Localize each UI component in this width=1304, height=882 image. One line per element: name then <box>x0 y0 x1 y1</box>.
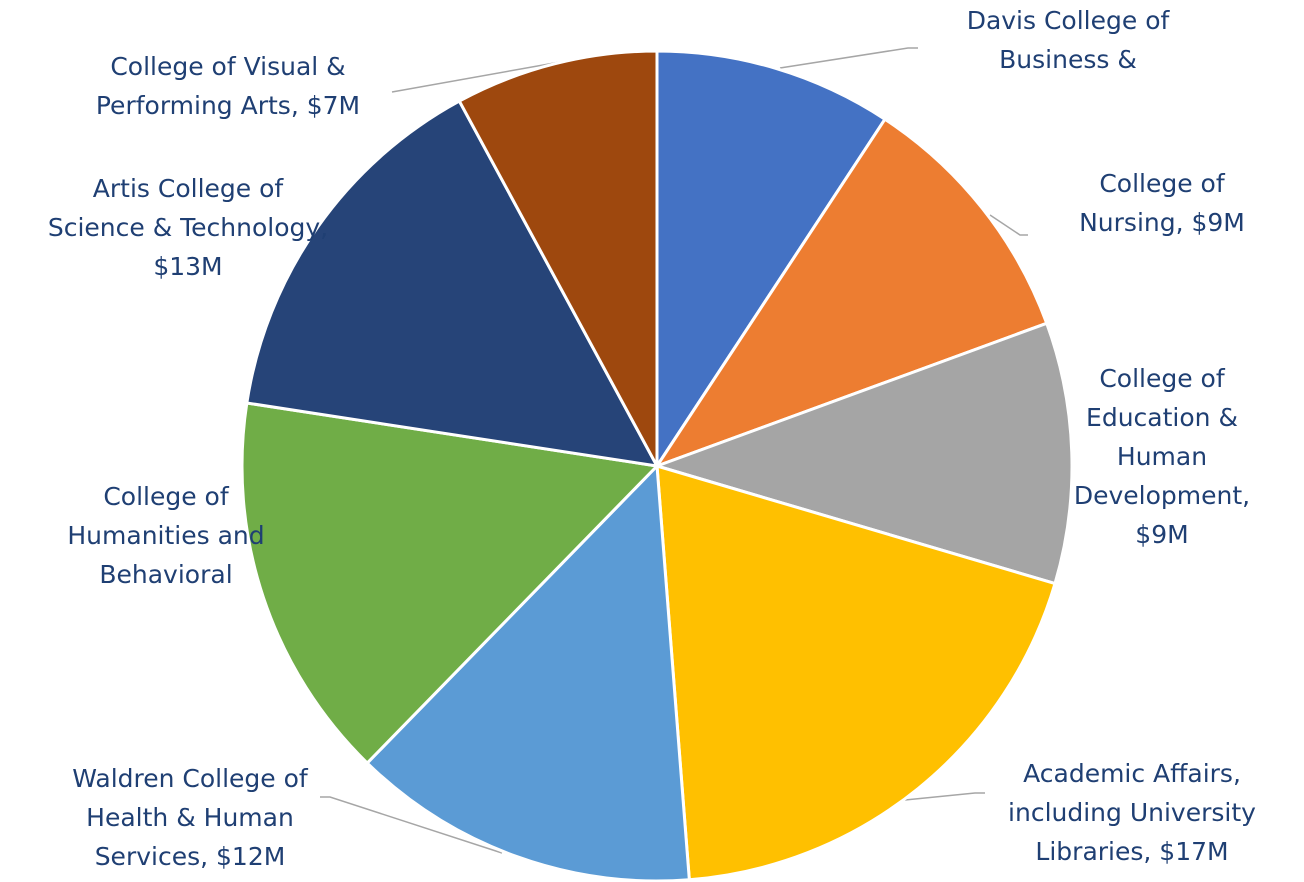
data-label-line: College of <box>1099 364 1226 393</box>
data-label-line: Performing Arts, $7M <box>96 91 360 120</box>
data-label-line: Science & Technology, <box>48 213 328 242</box>
data-label: Davis College of Business & <box>967 6 1171 74</box>
pie-slice <box>652 321 1074 586</box>
data-label: College of Education & Human Development, $9… <box>1074 364 1250 549</box>
data-label-line: Human <box>1117 442 1207 471</box>
data-label: Artis College of Science & Technology, $13… <box>48 174 328 281</box>
pie-slice <box>240 401 661 766</box>
data-label: College of Visual & Performing Arts, $7M <box>96 52 360 120</box>
data-label-line: Waldren College of <box>72 764 309 793</box>
data-label-line: $9M <box>1135 520 1188 549</box>
data-label-line: Nursing, $9M <box>1079 208 1245 237</box>
data-label-line: Health & Human <box>86 803 294 832</box>
pie-slice <box>245 99 660 468</box>
data-label: Academic Affairs, including University Lib… <box>1008 759 1256 866</box>
data-label-line: $13M <box>153 252 222 281</box>
pie-slice <box>653 117 1049 469</box>
pie-slice <box>457 49 659 467</box>
data-label-line: Artis College of <box>93 174 285 203</box>
slices <box>240 49 1074 882</box>
leader-line <box>779 47 918 69</box>
data-label-line: Libraries, $17M <box>1035 837 1228 866</box>
pie-slice <box>365 462 691 882</box>
leader-line <box>320 796 503 854</box>
data-label: College of Humanities and Behavioral <box>67 482 264 589</box>
leader-line <box>989 214 1028 236</box>
data-label-line: Academic Affairs, <box>1023 759 1241 788</box>
data-label-line: Davis College of <box>967 6 1171 35</box>
leader-line <box>391 61 561 93</box>
data-label: Waldren College of Health & Human Services… <box>72 764 309 871</box>
data-label-line: Services, $12M <box>95 842 286 871</box>
data-label: College of Nursing, $9M <box>1079 169 1245 237</box>
data-label-line: Education & <box>1086 403 1238 432</box>
data-label-line: including University <box>1008 798 1256 827</box>
data-label-line: Development, <box>1074 481 1250 510</box>
data-label-line: College of Visual & <box>110 52 345 81</box>
leader-line <box>904 792 985 801</box>
pie-slice <box>655 463 1057 882</box>
data-label-line: Behavioral <box>99 560 232 589</box>
data-label-line: Humanities and <box>67 521 264 550</box>
data-label-line: Business & <box>999 45 1137 74</box>
pie-slice <box>655 49 888 472</box>
data-label-line: College of <box>103 482 230 511</box>
data-label-line: College of <box>1099 169 1226 198</box>
